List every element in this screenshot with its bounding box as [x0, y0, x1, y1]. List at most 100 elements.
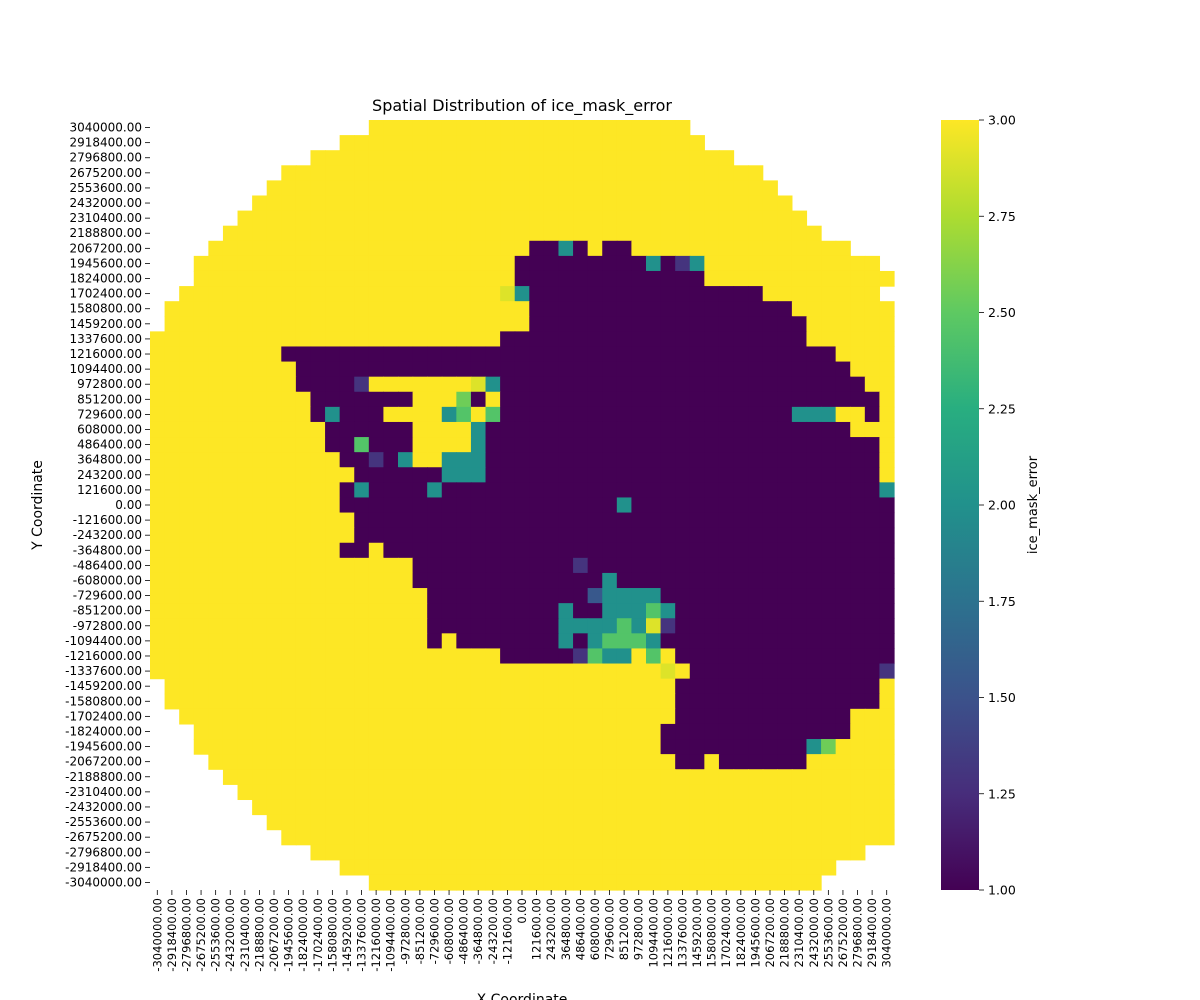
heatmap-cell [281, 527, 297, 544]
heatmap-cell [689, 150, 705, 166]
heatmap-cell [602, 195, 618, 212]
heatmap-cell [412, 482, 428, 499]
heatmap-cell [310, 467, 326, 483]
heatmap-cell [412, 240, 428, 257]
heatmap-cell [281, 739, 297, 755]
heatmap-cell [164, 542, 180, 559]
heatmap-cell [281, 678, 297, 695]
heatmap-cell [631, 180, 647, 197]
heatmap-cell [543, 452, 560, 468]
heatmap-cell [689, 814, 705, 831]
heatmap-cell [616, 618, 633, 634]
heatmap-cell [237, 678, 253, 695]
heatmap-cell [281, 286, 297, 302]
heatmap-cell [689, 195, 705, 212]
heatmap-cell [485, 165, 501, 181]
heatmap-cell [748, 346, 764, 363]
heatmap-cell [383, 195, 399, 212]
heatmap-cell [689, 225, 705, 242]
heatmap-cell [470, 527, 487, 544]
heatmap-cell [864, 784, 881, 801]
heatmap-cell [602, 572, 618, 589]
heatmap-cell [485, 391, 501, 408]
heatmap-cell [441, 542, 457, 559]
heatmap-cell [689, 255, 705, 272]
heatmap-cell [806, 346, 822, 363]
heatmap-cell [573, 588, 589, 604]
heatmap-cell [675, 482, 691, 499]
heatmap-cell [237, 663, 253, 680]
heatmap-cell [646, 255, 662, 272]
heatmap-cell [514, 542, 530, 559]
heatmap-cell [806, 301, 822, 317]
heatmap-cell [266, 270, 282, 287]
heatmap-cell [281, 557, 297, 574]
heatmap-cell [543, 331, 560, 348]
heatmap-cell [704, 316, 720, 332]
colorbar-tick-label: 1.50 [988, 690, 1016, 705]
heatmap-cell [500, 527, 516, 544]
heatmap-cell [660, 286, 676, 302]
heatmap-cell [339, 210, 355, 227]
heatmap-cell [456, 799, 472, 816]
heatmap-cell [514, 678, 530, 695]
heatmap-cell [660, 542, 676, 559]
heatmap-cell [500, 391, 516, 408]
heatmap-cell [718, 361, 735, 378]
heatmap-cell [441, 527, 457, 544]
heatmap-cell [281, 542, 297, 559]
x-tick-label: -851200.00 [413, 898, 427, 964]
heatmap-cell [193, 739, 209, 755]
heatmap-cell [427, 633, 443, 650]
heatmap-cell [339, 829, 355, 846]
heatmap-cell [879, 769, 895, 785]
heatmap-cell [325, 497, 341, 514]
heatmap-cell [252, 557, 268, 574]
heatmap-cell [616, 784, 633, 801]
heatmap-cell [646, 799, 662, 816]
heatmap-cell [179, 346, 195, 363]
heatmap-cell [543, 572, 560, 589]
heatmap-cell [470, 361, 487, 378]
heatmap-cell [222, 467, 239, 483]
heatmap-cell [529, 497, 545, 514]
heatmap-cell [485, 150, 501, 166]
heatmap-cell [398, 270, 414, 287]
heatmap-cell [762, 542, 778, 559]
heatmap-cell [441, 195, 457, 212]
heatmap-cell [616, 301, 633, 317]
heatmap-cell [485, 708, 501, 725]
heatmap-cell [835, 331, 851, 348]
heatmap-cell [806, 618, 822, 634]
heatmap-cell [791, 663, 808, 680]
heatmap-cell [514, 135, 530, 151]
heatmap-cell [398, 874, 414, 891]
heatmap-cell [631, 572, 647, 589]
heatmap-cell [383, 633, 399, 650]
heatmap-cell [456, 648, 472, 665]
heatmap-cell [193, 406, 209, 423]
heatmap-cell [631, 512, 647, 529]
heatmap-cell [150, 618, 166, 634]
heatmap-cell [237, 406, 253, 423]
heatmap-cell [470, 286, 487, 302]
heatmap-cell [733, 512, 749, 529]
heatmap-cell [427, 844, 443, 861]
heatmap-cell [704, 859, 720, 876]
heatmap-cell [368, 391, 385, 408]
heatmap-cell [368, 135, 385, 151]
heatmap-cell [660, 588, 676, 604]
heatmap-cell [295, 346, 312, 363]
heatmap-cell [398, 225, 414, 242]
heatmap-cell [354, 693, 370, 710]
heatmap-cell [777, 361, 793, 378]
heatmap-cell [704, 150, 720, 166]
heatmap-cell [602, 286, 618, 302]
heatmap-cell [325, 784, 341, 801]
heatmap-cell [660, 618, 676, 634]
heatmap-cell [485, 316, 501, 332]
heatmap-cell [733, 588, 749, 604]
heatmap-cell [762, 195, 778, 212]
heatmap-cell [762, 421, 778, 438]
heatmap-cell [529, 739, 545, 755]
